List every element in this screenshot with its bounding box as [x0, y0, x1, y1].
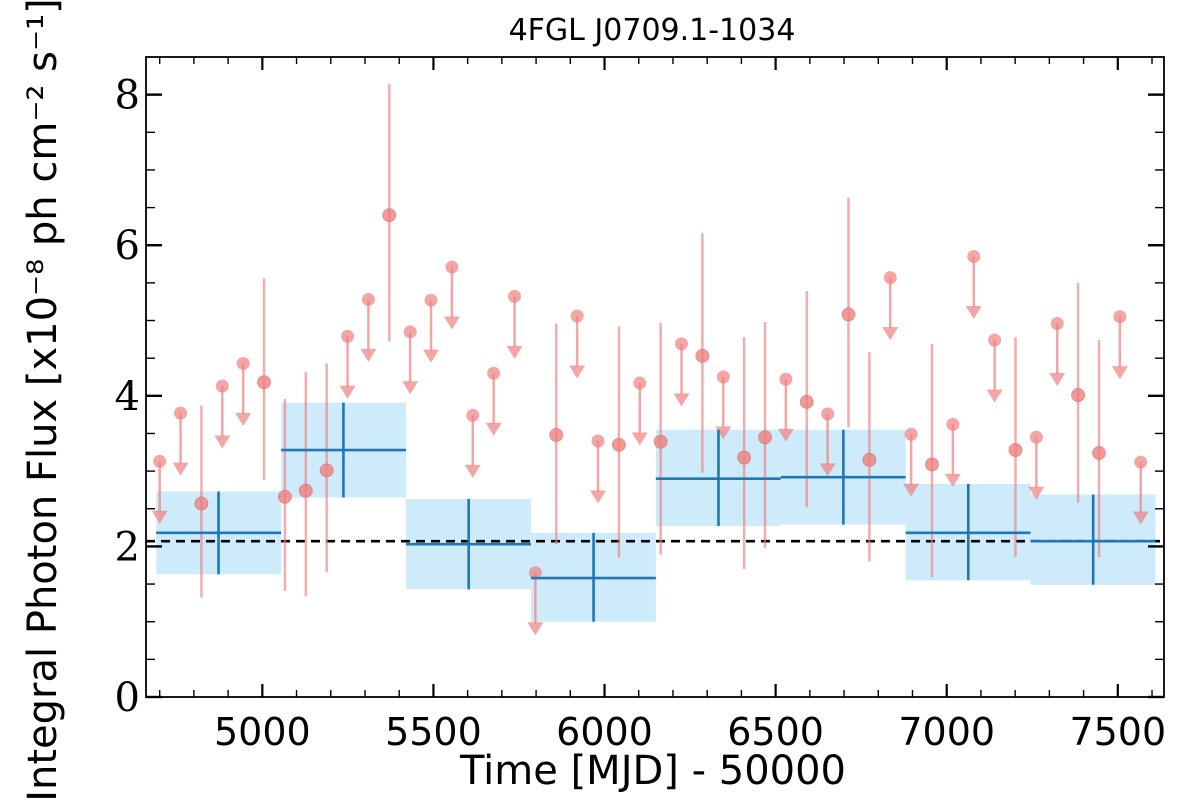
chart-title: 4FGL J0709.1-1034: [509, 13, 796, 48]
detection-point: [737, 450, 752, 465]
upper-limit-point: [174, 406, 188, 420]
x-tick-labels: 5000 5500 6000 6500 7000 7500: [214, 710, 1166, 754]
y-tick-label: 2: [115, 524, 140, 570]
upper-limit-arrow: [903, 483, 920, 497]
detection-point: [1008, 443, 1023, 457]
upper-limit-arrow: [485, 422, 502, 436]
x-tick-label: 5000: [214, 710, 311, 754]
upper-limit-point: [508, 289, 522, 303]
upper-limit-point: [466, 408, 480, 422]
upper-limit-arrow: [1049, 373, 1066, 387]
upper-limit-point: [967, 250, 981, 264]
y-tick-label: 4: [115, 374, 140, 420]
detection-point: [382, 208, 397, 223]
upper-limit-point: [1029, 430, 1043, 444]
upper-limit-point: [591, 434, 605, 448]
upper-limit-arrow: [339, 385, 356, 399]
upper-limit-point: [487, 366, 501, 380]
detection-point: [298, 483, 313, 498]
upper-limit-point: [946, 417, 960, 431]
detection-point: [799, 394, 814, 409]
x-tick-label: 5500: [385, 710, 482, 754]
upper-limit-arrow: [673, 393, 690, 407]
upper-limit-point: [361, 292, 375, 306]
detection-point: [1092, 446, 1106, 460]
upper-limit-point: [341, 329, 355, 343]
upper-limit-arrow: [235, 412, 252, 426]
y-tick-labels: 0 2 4 6 8: [115, 73, 140, 721]
upper-limit-arrow: [214, 435, 231, 449]
short-bin-layer: [151, 84, 1149, 636]
upper-limit-arrow: [631, 432, 648, 446]
upper-limit-point: [153, 454, 167, 468]
upper-limit-arrow: [944, 473, 961, 487]
plot-frame: [145, 56, 1165, 698]
upper-limit-point: [528, 566, 542, 580]
upper-limit-arrow: [819, 463, 836, 477]
upper-limit-point: [1134, 455, 1148, 469]
upper-limit-arrow: [965, 306, 982, 319]
detection-point: [611, 437, 626, 452]
detection-point: [862, 452, 877, 467]
upper-limit-arrow: [777, 428, 794, 442]
upper-limit-arrow: [423, 349, 440, 363]
upper-limit-point: [445, 260, 459, 274]
upper-limit-point: [904, 427, 918, 441]
detection-point: [695, 349, 710, 363]
x-tick-label: 6000: [556, 710, 653, 754]
upper-limit-point: [988, 333, 1002, 347]
long-bin-layer: [156, 402, 1156, 622]
upper-limit-arrow: [402, 381, 419, 395]
upper-limit-arrow: [172, 462, 189, 476]
y-tick-label: 8: [115, 73, 140, 119]
detection-point: [319, 463, 334, 478]
detection-point: [257, 375, 271, 390]
upper-limit-point: [424, 293, 438, 307]
x-tick-label: 7000: [898, 710, 995, 754]
detection-point: [758, 430, 772, 445]
detection-point: [278, 489, 292, 504]
upper-limit-arrow: [1028, 486, 1045, 500]
upper-limit-arrow: [527, 622, 544, 636]
upper-limit-point: [675, 337, 689, 351]
upper-limit-arrow: [1132, 511, 1149, 525]
x-tick-label: 7500: [1069, 710, 1166, 754]
tick-layer: [146, 57, 1164, 699]
upper-limit-point: [1113, 310, 1127, 324]
upper-limit-point: [883, 271, 897, 285]
y-axis-label: Integral Photon Flux [x10⁻⁸ ph cm⁻² s⁻¹]: [20, 0, 66, 800]
y-tick-label: 6: [115, 223, 140, 269]
x-tick-label: 6500: [727, 710, 824, 754]
upper-limit-arrow: [360, 348, 377, 362]
upper-limit-point: [716, 370, 730, 384]
upper-limit-arrow: [151, 510, 168, 524]
upper-limit-arrow: [464, 464, 481, 478]
upper-limit-arrow: [506, 345, 523, 359]
upper-limit-point: [821, 407, 835, 421]
upper-limit-point: [403, 325, 417, 339]
y-tick-label: 0: [115, 675, 140, 721]
upper-limit-point: [215, 379, 229, 393]
detection-point: [841, 307, 856, 322]
detection-point: [653, 434, 668, 449]
upper-limit-arrow: [882, 327, 899, 341]
upper-limit-arrow: [443, 316, 460, 330]
upper-limit-point: [1050, 317, 1064, 331]
upper-limit-arrow: [590, 490, 607, 504]
upper-limit-point: [779, 372, 793, 386]
detection-point: [194, 496, 209, 511]
upper-limit-point: [633, 376, 647, 390]
detection-point: [925, 457, 939, 472]
upper-limit-arrow: [1111, 366, 1128, 380]
detection-point: [1071, 388, 1086, 402]
x-axis-label: Time [MJD] - 50000: [459, 748, 846, 794]
upper-limit-point: [570, 309, 584, 323]
upper-limit-arrow: [569, 365, 586, 379]
detection-point: [549, 428, 564, 442]
upper-limit-arrow: [986, 389, 1003, 403]
upper-limit-point: [236, 356, 250, 370]
